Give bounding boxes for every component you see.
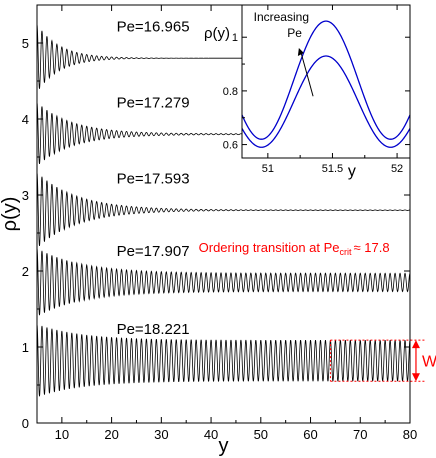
main-x-tick-label-6: 70	[353, 427, 367, 442]
inset-y-ticks: 0.6 0.8 1	[223, 32, 410, 152]
inset-background	[242, 5, 410, 158]
inset-series-line-0	[241, 55, 411, 148]
inset-y-tick-label-0: 0.6	[223, 140, 238, 152]
main-x-tick-label-2: 30	[154, 427, 168, 442]
inset-arrow-head	[297, 47, 304, 56]
inset-arrow	[297, 47, 314, 97]
main-x-tick-label-3: 40	[204, 427, 218, 442]
series-line-4	[36, 324, 411, 397]
inset-chart: 51 51.5 52 0.6 0.8 1 y ρ(y) Increasing Pe	[204, 4, 411, 180]
main-x-tick-label-0: 10	[55, 427, 69, 442]
inset-y-axis-label: ρ(y)	[204, 25, 230, 42]
inset-x-tick-label-2: 52	[391, 163, 403, 175]
inset-x-tick-label-1: 51.5	[322, 163, 343, 175]
inset-x-axis-label: y	[348, 163, 356, 180]
main-y-tick-label-1: 1	[22, 340, 29, 355]
series-line-3	[36, 248, 411, 316]
main-x-tick-label-7: 80	[403, 427, 417, 442]
main-y-tick-label-4: 4	[22, 112, 29, 127]
inset-y-tick-label-2: 1	[232, 32, 238, 44]
main-curve-labels: Pe=16.965 Pe=17.279 Pe=17.593 Pe=17.907 Pe=1…	[117, 19, 190, 338]
series-label-1: Pe=17.279	[117, 95, 190, 112]
series-label-2: Pe=17.593	[117, 171, 190, 188]
inset-annotation-line1: Increasing	[254, 10, 309, 24]
inset-x-ticks: 51 51.5 52	[262, 5, 403, 175]
inset-annotation-line2: Pe	[287, 26, 302, 40]
main-x-tick-label-4: 50	[254, 427, 268, 442]
inset-plot-frame	[241, 4, 411, 159]
inset-y-tick-label-1: 0.8	[223, 86, 238, 98]
main-x-ticks: 10 20 30 40 50 60 70 80	[36, 5, 417, 442]
inset-x-tick-label-0: 51	[262, 163, 274, 175]
series-label-4: Pe=18.221	[117, 321, 190, 338]
main-x-axis-label: y	[219, 435, 229, 457]
main-x-tick-label-5: 60	[303, 427, 317, 442]
main-y-axis-label: ρ(y)	[0, 197, 21, 232]
inset-arrow-shaft	[300, 51, 314, 97]
inset-series-line-1	[241, 20, 411, 140]
main-y-tick-label-2: 2	[22, 264, 29, 279]
transition-annotation: Ordering transition at Pecrit ≈ 17.8	[199, 240, 390, 257]
main-chart: Pe=16.965 Pe=17.279 Pe=17.593 Pe=17.907 Pe=1…	[0, 4, 436, 457]
inset-curves	[241, 20, 411, 148]
main-y-tick-label-0: 0	[22, 416, 29, 431]
width-arrow-head-down	[411, 373, 420, 382]
width-marker	[329, 339, 425, 382]
transition-prefix: Ordering transition at Pe	[199, 240, 340, 255]
width-label: W	[422, 354, 436, 371]
main-y-tick-label-5: 5	[22, 36, 29, 51]
width-arrow-head-up	[411, 340, 420, 349]
series-label-3: Pe=17.907	[117, 243, 190, 260]
main-y-tick-label-3: 3	[22, 188, 29, 203]
series-line-2	[36, 172, 411, 246]
transition-sub: crit	[340, 247, 352, 257]
main-y-ticks: 0 1 2 3 4 5	[22, 36, 410, 431]
main-x-tick-label-1: 20	[104, 427, 118, 442]
main-plot-frame	[36, 4, 411, 424]
series-label-0: Pe=16.965	[117, 19, 190, 36]
transition-suffix: ≈ 17.8	[354, 240, 390, 255]
